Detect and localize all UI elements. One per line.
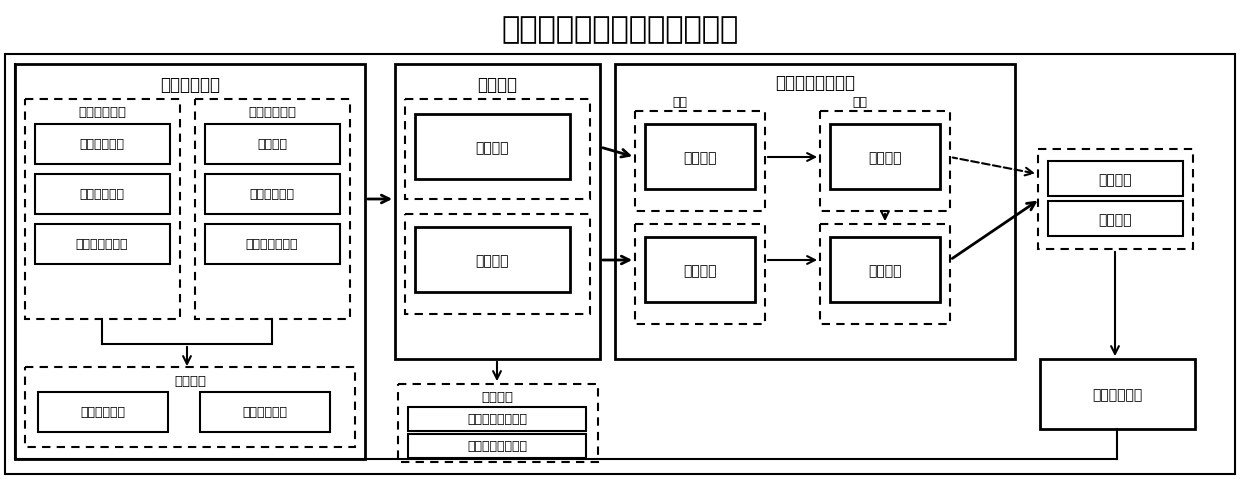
- Bar: [645, 125, 755, 190]
- Text: 信号智能控制模块: 信号智能控制模块: [775, 74, 856, 92]
- Bar: [820, 112, 950, 212]
- Text: 能耗：燃油、排放: 能耗：燃油、排放: [467, 439, 527, 453]
- Bar: [35, 225, 170, 264]
- Text: 控制方案: 控制方案: [1099, 173, 1132, 187]
- Text: 评价指标: 评价指标: [481, 391, 513, 404]
- Text: 数据预处理单元: 数据预处理单元: [76, 238, 128, 251]
- Text: 路口环境: 路口环境: [475, 254, 508, 268]
- Bar: [398, 384, 598, 462]
- Bar: [15, 65, 365, 459]
- Text: 数据存储单元: 数据存储单元: [79, 188, 124, 201]
- Bar: [820, 225, 950, 324]
- Text: 仿真平台搭建: 仿真平台搭建: [160, 76, 219, 94]
- Bar: [408, 434, 587, 458]
- Text: 仿真环境: 仿真环境: [477, 76, 517, 94]
- Bar: [1040, 359, 1195, 429]
- Text: 模型迭代: 模型迭代: [868, 151, 901, 165]
- Bar: [205, 175, 340, 214]
- Bar: [35, 175, 170, 214]
- Text: 路网信息: 路网信息: [257, 138, 286, 151]
- Text: 信号配置方案: 信号配置方案: [249, 188, 295, 201]
- Bar: [396, 65, 600, 359]
- Text: 效率、延误、均衡: 效率、延误、均衡: [467, 413, 527, 425]
- Text: 速度、限速数据: 速度、限速数据: [246, 238, 299, 251]
- Bar: [615, 65, 1016, 359]
- Text: 路口控制: 路口控制: [683, 263, 717, 277]
- Text: 区域环境: 区域环境: [475, 141, 508, 155]
- Bar: [830, 125, 940, 190]
- Text: 高级: 高级: [672, 95, 687, 108]
- Bar: [25, 367, 355, 447]
- Bar: [405, 214, 590, 314]
- Bar: [200, 392, 330, 432]
- Bar: [205, 225, 340, 264]
- Bar: [415, 227, 570, 292]
- Bar: [415, 115, 570, 180]
- Text: 在线: 在线: [853, 95, 868, 108]
- Bar: [1038, 150, 1193, 249]
- Text: 控制模型: 控制模型: [868, 263, 901, 277]
- Bar: [1048, 201, 1183, 237]
- Bar: [25, 100, 180, 319]
- Bar: [645, 238, 755, 302]
- Text: 仿真参数校验: 仿真参数校验: [81, 406, 125, 419]
- Bar: [405, 100, 590, 199]
- Bar: [635, 225, 765, 324]
- Text: 数据采集单元: 数据采集单元: [79, 138, 124, 151]
- Text: 仿真模型搭建: 仿真模型搭建: [243, 406, 288, 419]
- Text: 城市级智能交通信号控制系统: 城市级智能交通信号控制系统: [501, 15, 739, 45]
- Text: 仿真系统: 仿真系统: [174, 375, 206, 388]
- Bar: [635, 112, 765, 212]
- Text: 路网静态信息: 路网静态信息: [248, 106, 296, 119]
- Text: 控制策略: 控制策略: [1099, 212, 1132, 227]
- Bar: [5, 55, 1235, 474]
- Text: 信号控制设备: 信号控制设备: [1092, 387, 1142, 401]
- Bar: [205, 125, 340, 165]
- Bar: [38, 392, 167, 432]
- Text: 区域控制: 区域控制: [683, 151, 717, 165]
- Bar: [408, 407, 587, 431]
- Bar: [35, 125, 170, 165]
- Bar: [1048, 162, 1183, 197]
- Bar: [830, 238, 940, 302]
- Bar: [195, 100, 350, 319]
- Text: 历史数据单元: 历史数据单元: [78, 106, 126, 119]
